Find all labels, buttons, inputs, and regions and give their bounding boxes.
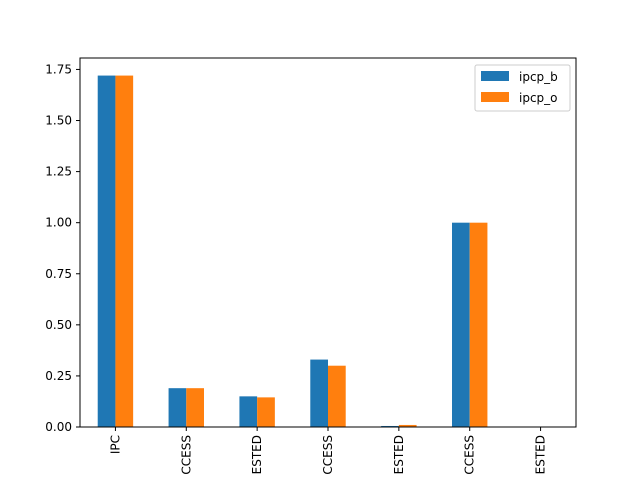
- bar-ipcp_o-5: [469, 222, 488, 427]
- x-tick-label: CCESS: [321, 435, 335, 475]
- y-tick-label: 1.50: [45, 114, 72, 128]
- y-tick-label: 0.00: [45, 420, 72, 434]
- y-tick-label: 0.25: [45, 369, 72, 383]
- y-tick-label: 0.50: [45, 318, 72, 332]
- bars-group: [97, 75, 488, 428]
- legend-swatch-ipcp_o: [481, 92, 509, 102]
- plot-frame: [79, 57, 577, 428]
- bar-ipcp_b-2: [239, 396, 258, 427]
- bar-ipcp_b-3: [310, 359, 328, 427]
- bar-ipcp_b-4: [381, 425, 399, 427]
- legend-swatch-ipcp_b: [481, 71, 509, 81]
- x-tick-label: ESTED: [534, 435, 548, 474]
- bar-ipcp_o-2: [257, 397, 275, 427]
- legend-label-ipcp_b: ipcp_b: [519, 70, 558, 84]
- x-tick-label: CCESS: [463, 435, 477, 475]
- y-tick-label: 0.75: [45, 267, 72, 281]
- bar-ipcp_o-3: [328, 365, 346, 427]
- y-axis: 0.00 0.25 0.50 0.75 1.00 1.25 1.50 1.75: [45, 62, 80, 434]
- y-tick-label: 1.00: [45, 216, 72, 230]
- bar-ipcp_o-1: [186, 388, 204, 427]
- bar-ipcp_o-4: [398, 424, 417, 427]
- bar-ipcp_b-0: [97, 75, 116, 428]
- y-tick-label: 1.25: [45, 165, 72, 179]
- x-tick-label: CCESS: [179, 435, 193, 475]
- x-tick-label: IPC: [108, 435, 122, 454]
- bar-ipcp_o-0: [115, 75, 134, 428]
- x-tick-label: ESTED: [250, 435, 264, 474]
- bar-ipcp_b-1: [168, 388, 187, 427]
- legend-label-ipcp_o: ipcp_o: [519, 91, 558, 105]
- bar-ipcp_b-5: [452, 222, 470, 427]
- x-tick-label: ESTED: [392, 435, 406, 474]
- x-axis: IPC CCESS ESTED CCESS ESTED CCESS ESTED: [108, 427, 548, 475]
- y-tick-label: 1.75: [45, 62, 72, 76]
- legend: ipcp_b ipcp_o: [474, 64, 571, 112]
